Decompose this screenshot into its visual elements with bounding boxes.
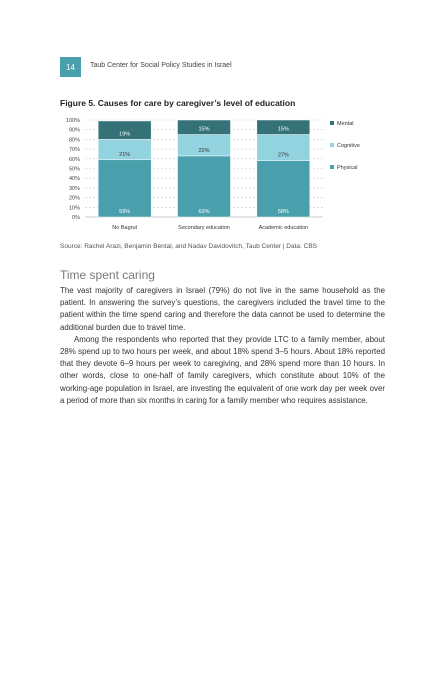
bar-segment	[256, 119, 311, 135]
category-label: Academic education	[259, 225, 309, 231]
data-label: 15%	[278, 127, 289, 133]
data-label: 63%	[198, 209, 209, 215]
data-label: 27%	[278, 153, 289, 159]
data-label: 19%	[119, 131, 130, 137]
y-tick-label: 80%	[69, 137, 80, 143]
legend-swatch	[330, 165, 334, 169]
legend-label: Physical	[337, 165, 357, 171]
data-label: 58%	[278, 209, 289, 215]
paragraph: The vast majority of caregivers in Israe…	[60, 286, 385, 332]
section-title: Time spent caring	[60, 268, 155, 282]
legend-label: Mental	[337, 121, 354, 127]
y-tick-label: 90%	[69, 128, 80, 134]
category-label: No Bagrut	[112, 225, 137, 231]
bar-segment	[177, 155, 231, 218]
y-tick-label: 60%	[69, 157, 80, 163]
y-tick-label: 0%	[72, 215, 80, 221]
data-label: 21%	[119, 152, 130, 158]
bar-segment	[97, 120, 152, 140]
bar-segment	[256, 134, 311, 161]
stacked-bar-chart: 0% 10% 20% 30% 40% 50% 60% 70% 80% 90% 100% 59% 21% 1…	[66, 118, 360, 231]
page-number: 14	[60, 57, 81, 77]
bar-segment	[177, 119, 231, 135]
data-label: 22%	[198, 148, 209, 154]
legend-label: Cognitive	[337, 143, 360, 149]
legend-swatch	[330, 143, 334, 147]
y-tick-label: 100%	[66, 118, 80, 124]
body-text: The vast majority of caregivers in Israe…	[60, 285, 385, 407]
y-tick-label: 20%	[69, 196, 80, 202]
running-title: Taub Center for Social Policy Studies in…	[90, 62, 232, 69]
figure-title: Figure 5. Causes for care by caregiver’s…	[60, 98, 296, 108]
y-tick-label: 40%	[69, 176, 80, 182]
y-tick-label: 30%	[69, 186, 80, 192]
y-tick-label: 50%	[69, 167, 80, 173]
bar-segment	[97, 159, 152, 218]
y-tick-label: 10%	[69, 205, 80, 211]
bar-segment	[256, 160, 311, 218]
category-label: Secondary education	[178, 225, 230, 231]
data-label: 15%	[198, 127, 209, 133]
y-tick-label: 70%	[69, 147, 80, 153]
legend-swatch	[330, 121, 334, 125]
paragraph: Among the respondents who reported that …	[60, 334, 385, 405]
data-label: 59%	[119, 209, 130, 215]
figure-source: Source: Rachel Arazi, Benjamin Bental, a…	[60, 243, 318, 250]
